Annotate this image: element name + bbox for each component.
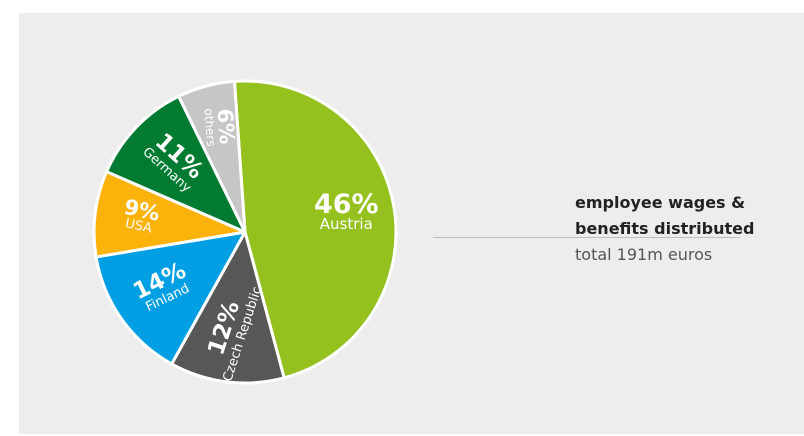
chart-title-line-2: benefits distributed [575, 219, 755, 238]
pie-slices [92, 79, 398, 385]
pie-slice-czech-republic [170, 230, 286, 385]
slice-label-austria: 46%Austria [314, 189, 379, 233]
pie-slice-austria [232, 79, 398, 380]
slice-name-austria: Austria [320, 215, 373, 233]
slice-name-others: others [202, 108, 219, 147]
slice-name-usa: USA [124, 216, 154, 236]
pie-slice-others [177, 79, 247, 234]
slice-percent-austria: 46% [314, 189, 379, 220]
pie-slice-germany [105, 94, 247, 234]
pie-slice-finland [94, 230, 247, 366]
chart-title-line-1: employee wages & [575, 193, 746, 212]
pie-slice-usa [92, 170, 247, 259]
slice-label-others: 6%others [202, 108, 239, 147]
chart-caption: employee wages & benefits distributed to… [575, 190, 754, 268]
chart-subtitle: total 191m euros [575, 245, 713, 264]
leader-line [433, 237, 740, 238]
slice-label-usa: 9%USA [122, 195, 162, 237]
slice-percent-others: 6% [213, 108, 239, 145]
